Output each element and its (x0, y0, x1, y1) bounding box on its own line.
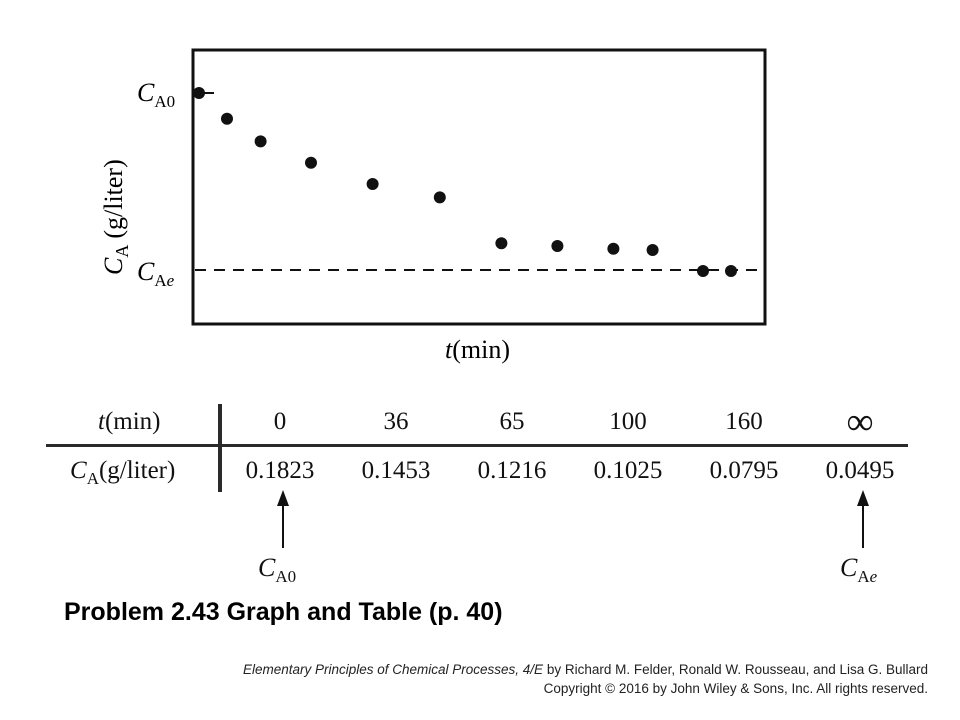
data-point (221, 112, 233, 125)
data-table: t(min) CA(g/liter) 0 36 65 100 160 ∞ 0.1… (46, 401, 908, 492)
annotation-ca0: CA0 (258, 553, 297, 586)
plot-frame (191, 48, 767, 326)
data-point (254, 135, 267, 148)
data-point (697, 265, 709, 277)
credit-line-2: Copyright © 2016 by John Wiley & Sons, I… (543, 681, 928, 696)
table-cell-c-1: 0.1453 (361, 457, 431, 484)
credit-line-1: Elementary Principles of Chemical Proces… (243, 660, 928, 679)
arrow-ca0 (277, 490, 289, 548)
table-cell-c-2: 0.1216 (477, 457, 547, 484)
table-cell-t-0: 0 (273, 408, 287, 435)
table-cell-t-2: 65 (499, 408, 525, 435)
data-point (607, 242, 620, 255)
table-cell-c-4: 0.0795 (709, 457, 779, 484)
data-point (433, 191, 446, 204)
data-point (193, 87, 205, 99)
table-top-rule (46, 444, 908, 447)
data-point (551, 240, 564, 252)
credit-block: Elementary Principles of Chemical Proces… (243, 660, 928, 698)
data-point (725, 265, 737, 277)
data-point (495, 237, 508, 250)
data-points (193, 87, 737, 277)
arrow-cae (857, 490, 869, 548)
annotation-cae: CAe (840, 553, 878, 586)
table-cell-t-4: 160 (725, 408, 763, 435)
concentration-time-plot: CA0 CAe CA(g/liter) t(min) (99, 48, 767, 364)
table-cell-t-1: 36 (383, 408, 409, 435)
y-tick-cae: CAe (137, 257, 175, 290)
row-header-ca: CA(g/liter) (70, 457, 176, 488)
y-tick-ca0: CA0 (137, 78, 175, 111)
x-axis-label: t(min) (445, 335, 510, 364)
table-cell-t-5: ∞ (846, 401, 874, 443)
table-cell-c-5: 0.0495 (825, 457, 895, 484)
table-divider (218, 404, 222, 492)
table-cell-c-0: 0.1823 (245, 457, 315, 484)
book-authors: by Richard M. Felder, Ronald W. Rousseau… (543, 662, 928, 677)
y-axis-label: CA(g/liter) (99, 159, 132, 275)
data-point (366, 178, 379, 190)
data-point (646, 244, 659, 256)
data-point (305, 156, 317, 169)
table-cell-t-3: 100 (609, 408, 647, 435)
slide-title: Problem 2.43 Graph and Table (p. 40) (64, 598, 503, 626)
annotation-arrows (277, 490, 869, 548)
book-title: Elementary Principles of Chemical Proces… (242, 662, 544, 677)
table-cell-c-3: 0.1025 (593, 457, 663, 484)
row-header-t: t(min) (98, 408, 161, 435)
